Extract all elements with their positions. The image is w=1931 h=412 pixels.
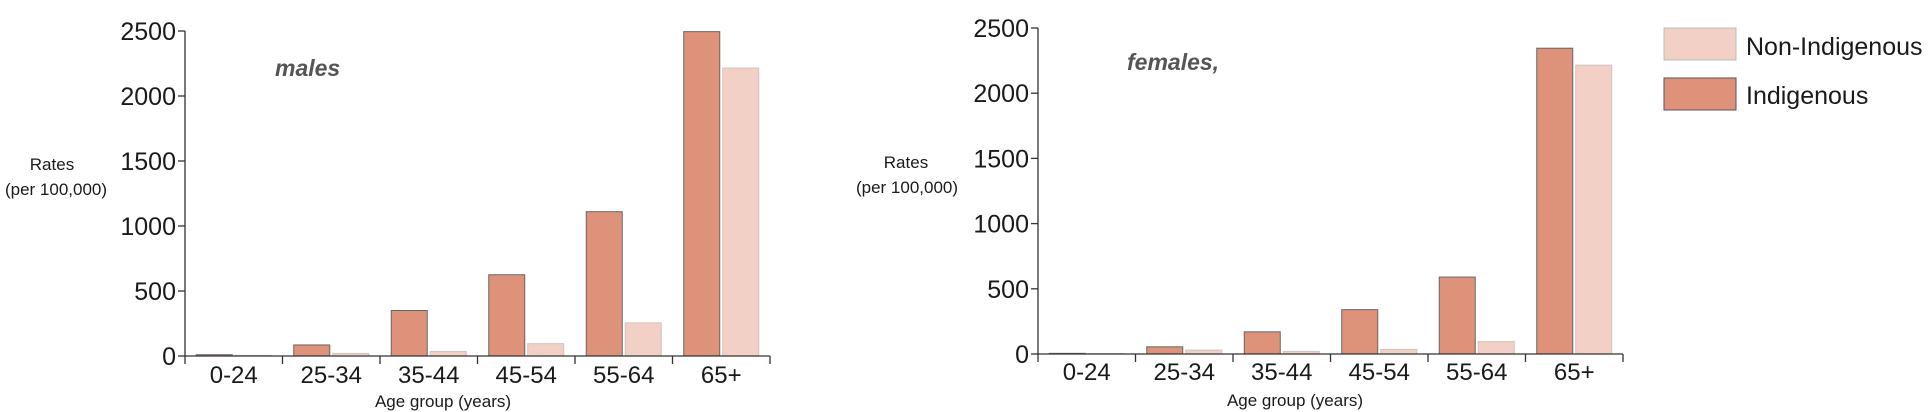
females-chart-panel: females, Rates (per 100,000) 0 500 1000 1500 20… <box>856 15 1624 410</box>
chart-legend: Non-Indigenous Indigenous <box>1663 27 1923 111</box>
bar-non-indigenous <box>1380 348 1418 355</box>
x-tick-label: 45-54 <box>1349 359 1410 386</box>
bar-indigenous <box>488 274 526 357</box>
bar-indigenous <box>1243 331 1281 355</box>
panel-title: females, <box>1127 49 1219 75</box>
panel-title: males <box>275 55 340 81</box>
y-tick-label: 0 <box>1015 341 1029 369</box>
y-axis-label-line1: Rates <box>884 153 928 172</box>
y-axis-label-line2: (per 100,000) <box>5 180 107 199</box>
y-tick-label: 1000 <box>120 213 176 241</box>
bar-indigenous <box>1146 346 1184 355</box>
x-tick-label: 0-24 <box>1063 359 1111 386</box>
x-tick-label: 45-54 <box>496 362 557 389</box>
bar-non-indigenous <box>624 322 662 357</box>
bar-indigenous <box>1536 47 1574 355</box>
y-tick-label: 2000 <box>120 83 176 111</box>
y-tick-label: 2000 <box>973 80 1029 108</box>
legend-swatch-non-indigenous <box>1663 27 1737 61</box>
bar-non-indigenous <box>722 67 760 357</box>
x-tick-label: 0-24 <box>210 362 258 389</box>
x-tick-label: 25-34 <box>301 362 362 389</box>
y-tick-label: 1500 <box>973 145 1029 173</box>
legend-swatch-indigenous <box>1663 77 1737 111</box>
x-tick-label: 35-44 <box>1251 359 1312 386</box>
x-tick-label: 55-64 <box>593 362 654 389</box>
x-tick-label: 65+ <box>701 362 742 389</box>
bar-non-indigenous <box>1575 64 1613 355</box>
x-tick-label: 55-64 <box>1446 359 1507 386</box>
y-tick-label: 2500 <box>973 15 1029 43</box>
x-axis-label: Age group (years) <box>1227 391 1363 410</box>
bar-non-indigenous <box>527 343 565 357</box>
x-tick-label: 25-34 <box>1154 359 1215 386</box>
bar-indigenous <box>585 211 623 357</box>
legend-label-indigenous: Indigenous <box>1746 82 1868 110</box>
bar-non-indigenous <box>1477 341 1515 355</box>
y-axis-label-line2: (per 100,000) <box>856 178 958 197</box>
y-tick-label: 2500 <box>120 18 176 46</box>
bar-indigenous <box>390 310 428 357</box>
bar-indigenous <box>1438 276 1476 355</box>
bar-indigenous <box>683 31 721 357</box>
bar-indigenous <box>1341 309 1379 355</box>
bar-indigenous <box>293 344 331 357</box>
y-tick-label: 0 <box>162 343 176 371</box>
y-tick-label: 1500 <box>120 148 176 176</box>
y-tick-label: 500 <box>987 276 1029 304</box>
legend-label-non-indigenous: Non-Indigenous <box>1746 33 1923 61</box>
x-axis-label: Age group (years) <box>375 392 511 411</box>
bar-non-indigenous <box>429 350 467 357</box>
x-tick-label: 65+ <box>1554 359 1595 386</box>
y-axis-label-line1: Rates <box>30 155 74 174</box>
y-tick-label: 1000 <box>973 211 1029 239</box>
males-chart-panel: males Rates (per 100,000) 0 500 1000 1500 2000 2… <box>5 18 771 411</box>
x-tick-label: 35-44 <box>398 362 459 389</box>
y-tick-label: 500 <box>134 278 176 306</box>
